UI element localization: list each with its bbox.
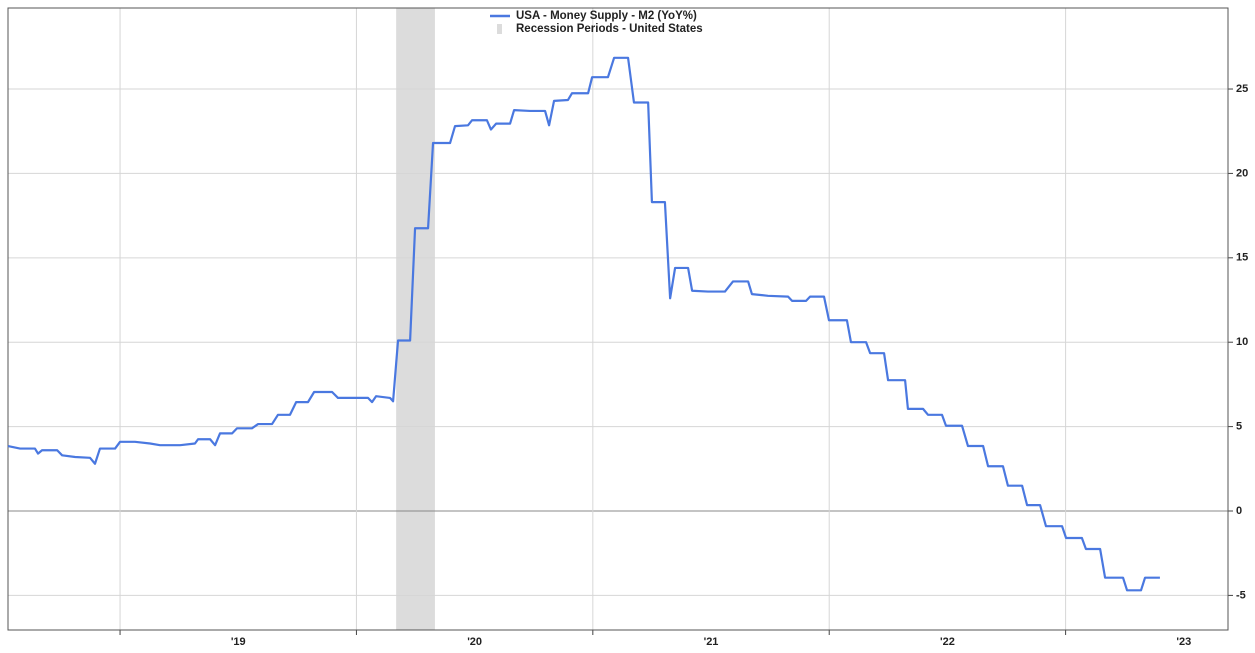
data-line [7,56,1160,592]
y-tick-label: 5 [1236,421,1242,433]
legend-label: USA - Money Supply - M2 (YoY%) [516,10,697,22]
x-tick-label: '23 [1176,636,1191,648]
plot-frame [7,7,1229,631]
legend-label: Recession Periods - United States [516,23,703,35]
y-tick-label: 0 [1236,505,1242,517]
x-tick-label: '20 [467,636,482,648]
plot-area [8,8,1228,630]
legend-swatch [497,24,502,34]
x-tick-label: '21 [704,636,719,648]
y-tick-label: 15 [1236,252,1248,264]
x-tick-label: '19 [231,636,246,648]
y-tick-label: 25 [1236,83,1248,95]
y-tick-label: 20 [1236,167,1248,179]
x-tick-label: '22 [940,636,955,648]
y-tick-label: 10 [1236,336,1248,348]
recession-band [396,8,435,630]
y-tick-label: -5 [1236,589,1246,601]
legend: USA - Money Supply - M2 (YoY%)Recession … [490,10,703,35]
